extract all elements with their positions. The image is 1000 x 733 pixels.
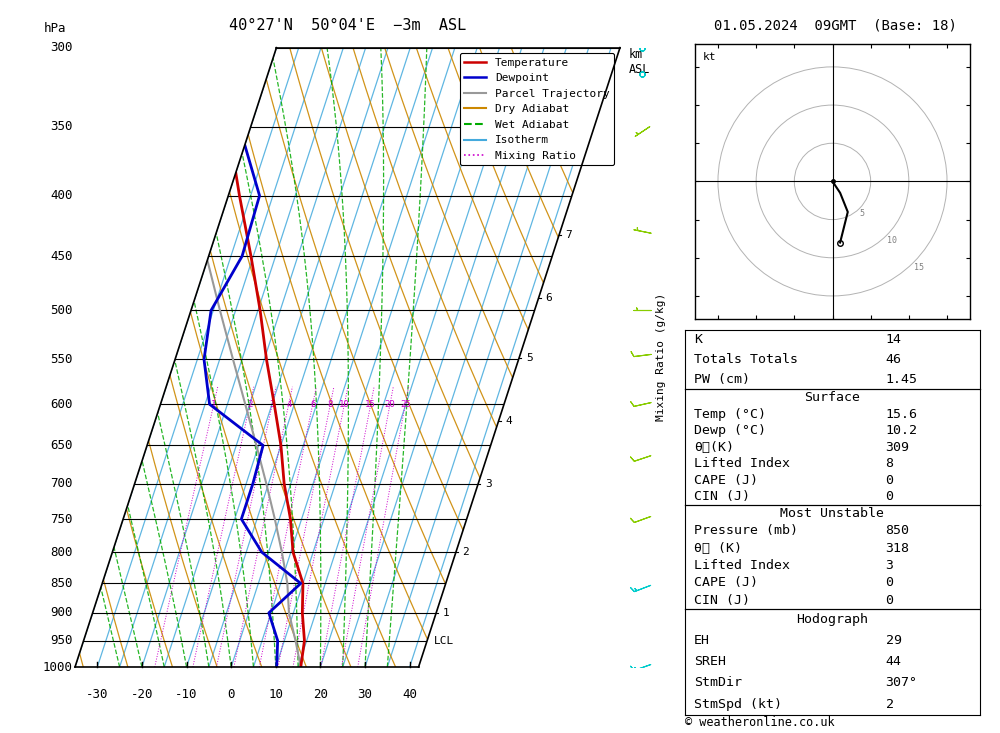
Text: Most Unstable: Most Unstable (780, 507, 885, 520)
Text: -30: -30 (86, 688, 109, 701)
Text: 0: 0 (886, 490, 894, 503)
Text: 2: 2 (247, 400, 253, 409)
Text: 29: 29 (886, 634, 902, 647)
Text: CAPE (J): CAPE (J) (694, 474, 758, 487)
Text: 15.6: 15.6 (886, 408, 918, 421)
Text: 01.05.2024  09GMT  (Base: 18): 01.05.2024 09GMT (Base: 18) (714, 18, 956, 32)
Legend: Temperature, Dewpoint, Parcel Trajectory, Dry Adiabat, Wet Adiabat, Isotherm, Mi: Temperature, Dewpoint, Parcel Trajectory… (460, 54, 614, 166)
Text: 7: 7 (566, 230, 572, 240)
Text: kt: kt (703, 51, 716, 62)
Text: 6: 6 (310, 400, 315, 409)
Text: 44: 44 (886, 655, 902, 668)
Text: 900: 900 (50, 606, 73, 619)
Text: 1.45: 1.45 (886, 373, 918, 386)
Text: 650: 650 (50, 439, 73, 452)
Text: 0: 0 (227, 688, 235, 701)
Text: 40: 40 (402, 688, 417, 701)
Text: 4: 4 (505, 416, 512, 426)
Text: 307°: 307° (886, 677, 918, 690)
Text: Dewp (°C): Dewp (°C) (694, 424, 766, 437)
Text: CAPE (J): CAPE (J) (694, 576, 758, 589)
Text: 350: 350 (50, 120, 73, 133)
Text: 10: 10 (268, 688, 283, 701)
Text: StmDir: StmDir (694, 677, 742, 690)
Text: 3: 3 (886, 559, 894, 572)
Text: 850: 850 (886, 524, 910, 537)
Text: 450: 450 (50, 250, 73, 262)
Text: 2: 2 (463, 548, 469, 557)
Text: hPa: hPa (44, 22, 66, 35)
Text: 2: 2 (886, 698, 894, 710)
Text: Lifted Index: Lifted Index (694, 457, 790, 470)
Text: 800: 800 (50, 546, 73, 559)
Text: Pressure (mb): Pressure (mb) (694, 524, 798, 537)
Text: CIN (J): CIN (J) (694, 490, 750, 503)
Text: 700: 700 (50, 477, 73, 490)
Text: 6: 6 (545, 293, 552, 303)
Text: Surface: Surface (804, 391, 860, 404)
Text: 3: 3 (485, 479, 492, 488)
Text: 600: 600 (50, 398, 73, 410)
Text: 400: 400 (50, 189, 73, 202)
Text: StmSpd (kt): StmSpd (kt) (694, 698, 782, 710)
Text: 4: 4 (286, 400, 291, 409)
Text: PW (cm): PW (cm) (694, 373, 750, 386)
Text: 750: 750 (50, 512, 73, 526)
Text: 550: 550 (50, 353, 73, 366)
Text: 850: 850 (50, 577, 73, 590)
Text: 10: 10 (887, 235, 897, 245)
Text: 15: 15 (914, 262, 924, 272)
Text: 8: 8 (886, 457, 894, 470)
Text: Temp (°C): Temp (°C) (694, 408, 766, 421)
Text: 40°27'N  50°04'E  −3m  ASL: 40°27'N 50°04'E −3m ASL (229, 18, 466, 33)
Text: 10.2: 10.2 (886, 424, 918, 437)
Text: 309: 309 (886, 441, 910, 454)
Text: 950: 950 (50, 634, 73, 647)
Text: SREH: SREH (694, 655, 726, 668)
Text: K: K (694, 334, 702, 346)
Text: 318: 318 (886, 542, 910, 555)
Text: 25: 25 (400, 400, 411, 409)
Text: 14: 14 (886, 334, 902, 346)
Text: 10: 10 (339, 400, 350, 409)
Text: CIN (J): CIN (J) (694, 594, 750, 607)
Text: 5: 5 (526, 353, 533, 363)
Text: Hodograph: Hodograph (796, 613, 868, 626)
Text: 5: 5 (860, 208, 865, 218)
Text: 30: 30 (358, 688, 373, 701)
Text: 1000: 1000 (43, 660, 73, 674)
Text: -10: -10 (175, 688, 198, 701)
Text: θᴇ(K): θᴇ(K) (694, 441, 734, 454)
Text: 500: 500 (50, 304, 73, 317)
Text: 0: 0 (886, 474, 894, 487)
Text: LCL: LCL (434, 636, 454, 647)
Text: 0: 0 (886, 576, 894, 589)
Text: 20: 20 (313, 688, 328, 701)
Text: km
ASL: km ASL (629, 48, 650, 75)
Text: -20: -20 (131, 688, 153, 701)
Text: 46: 46 (886, 353, 902, 366)
Text: 8: 8 (328, 400, 333, 409)
Text: Totals Totals: Totals Totals (694, 353, 798, 366)
Text: 8: 8 (591, 153, 597, 163)
Text: 1: 1 (443, 608, 450, 618)
Text: 300: 300 (50, 41, 73, 54)
Text: θᴇ (K): θᴇ (K) (694, 542, 742, 555)
Text: 0: 0 (886, 594, 894, 607)
Text: 20: 20 (385, 400, 395, 409)
Text: 3: 3 (270, 400, 275, 409)
Text: Lifted Index: Lifted Index (694, 559, 790, 572)
Text: Mixing Ratio (g/kg): Mixing Ratio (g/kg) (656, 293, 666, 421)
Text: © weatheronline.co.uk: © weatheronline.co.uk (685, 716, 835, 729)
Text: EH: EH (694, 634, 710, 647)
Text: 15: 15 (365, 400, 376, 409)
Text: 1: 1 (211, 400, 216, 409)
